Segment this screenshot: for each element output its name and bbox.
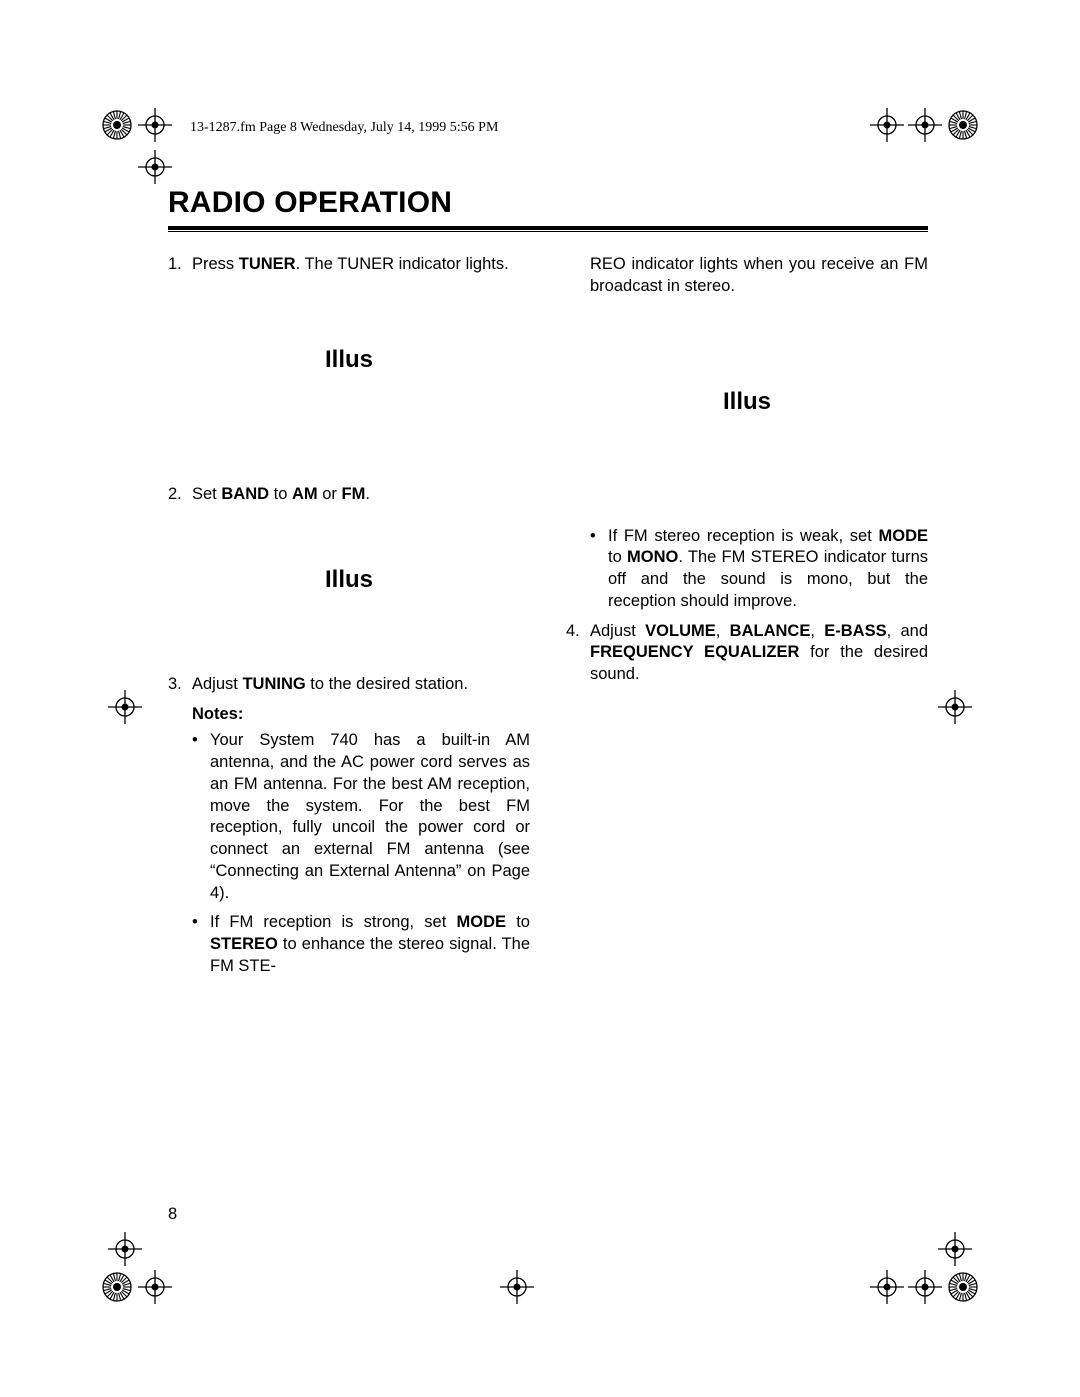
step-1-text: Press TUNER. The TUNER indicator lights. (192, 254, 530, 276)
sunburst-mark-icon (946, 108, 980, 142)
note-3-text: If FM stereo reception is weak, set MODE… (608, 526, 928, 613)
register-cross-icon (500, 1270, 534, 1304)
framemaker-header: 13-1287.fm Page 8 Wednesday, July 14, 19… (190, 120, 928, 136)
step-2: 2. Set BAND to AM or FM. (168, 484, 530, 506)
title-rule-thick (168, 226, 928, 230)
note-bullet-3: • If FM stereo reception is weak, set MO… (590, 526, 928, 613)
note-2-text: If FM reception is strong, set MODE to S… (210, 912, 530, 977)
register-cross-icon (138, 108, 172, 142)
register-cross-icon (108, 1232, 142, 1266)
illus-placeholder-2: Illus (168, 566, 530, 594)
sunburst-mark-icon (100, 1270, 134, 1304)
page-content: 13-1287.fm Page 8 Wednesday, July 14, 19… (168, 120, 928, 986)
step-1-number: 1. (168, 254, 192, 276)
step-2-text: Set BAND to AM or FM. (192, 484, 530, 506)
step-4-number: 4. (566, 621, 590, 686)
step-2-number: 2. (168, 484, 192, 506)
illus-placeholder-1: Illus (168, 346, 530, 374)
register-cross-icon (108, 690, 142, 724)
step-1: 1. Press TUNER. The TUNER indicator ligh… (168, 254, 530, 276)
bullet-dot: • (590, 526, 608, 613)
step-4: 4. Adjust VOLUME, BALANCE, E-BASS, and F… (566, 621, 928, 686)
notes-label: Notes: (192, 705, 530, 724)
note-bullet-1: • Your System 740 has a built-in AM ante… (192, 730, 530, 904)
step-3-text: Adjust TUNING to the desired station. (192, 674, 530, 696)
bullet-dot: • (192, 912, 210, 977)
note-bullet-2: • If FM reception is strong, set MODE to… (192, 912, 530, 977)
sunburst-mark-icon (100, 108, 134, 142)
step-4-text: Adjust VOLUME, BALANCE, E-BASS, and FREQ… (590, 621, 928, 686)
register-cross-icon (138, 150, 172, 184)
bullet-dot: • (192, 730, 210, 904)
register-cross-icon (908, 1270, 942, 1304)
page-number: 8 (168, 1205, 177, 1224)
note-2-continuation: REO indicator lights when you receive an… (590, 254, 928, 298)
title-rule-thin (168, 231, 928, 232)
register-cross-icon (938, 1232, 972, 1266)
sunburst-mark-icon (946, 1270, 980, 1304)
register-cross-icon (870, 108, 904, 142)
note-1-text: Your System 740 has a built-in AM antenn… (210, 730, 530, 904)
step-3: 3. Adjust TUNING to the desired station. (168, 674, 530, 696)
register-cross-icon (908, 108, 942, 142)
two-column-body: 1. Press TUNER. The TUNER indicator ligh… (168, 254, 928, 986)
register-cross-icon (870, 1270, 904, 1304)
illus-placeholder-3: Illus (566, 388, 928, 416)
register-cross-icon (938, 690, 972, 724)
page-title: RADIO OPERATION (168, 186, 928, 220)
step-3-number: 3. (168, 674, 192, 696)
left-column: 1. Press TUNER. The TUNER indicator ligh… (168, 254, 530, 986)
right-column: REO indicator lights when you receive an… (566, 254, 928, 986)
register-cross-icon (138, 1270, 172, 1304)
